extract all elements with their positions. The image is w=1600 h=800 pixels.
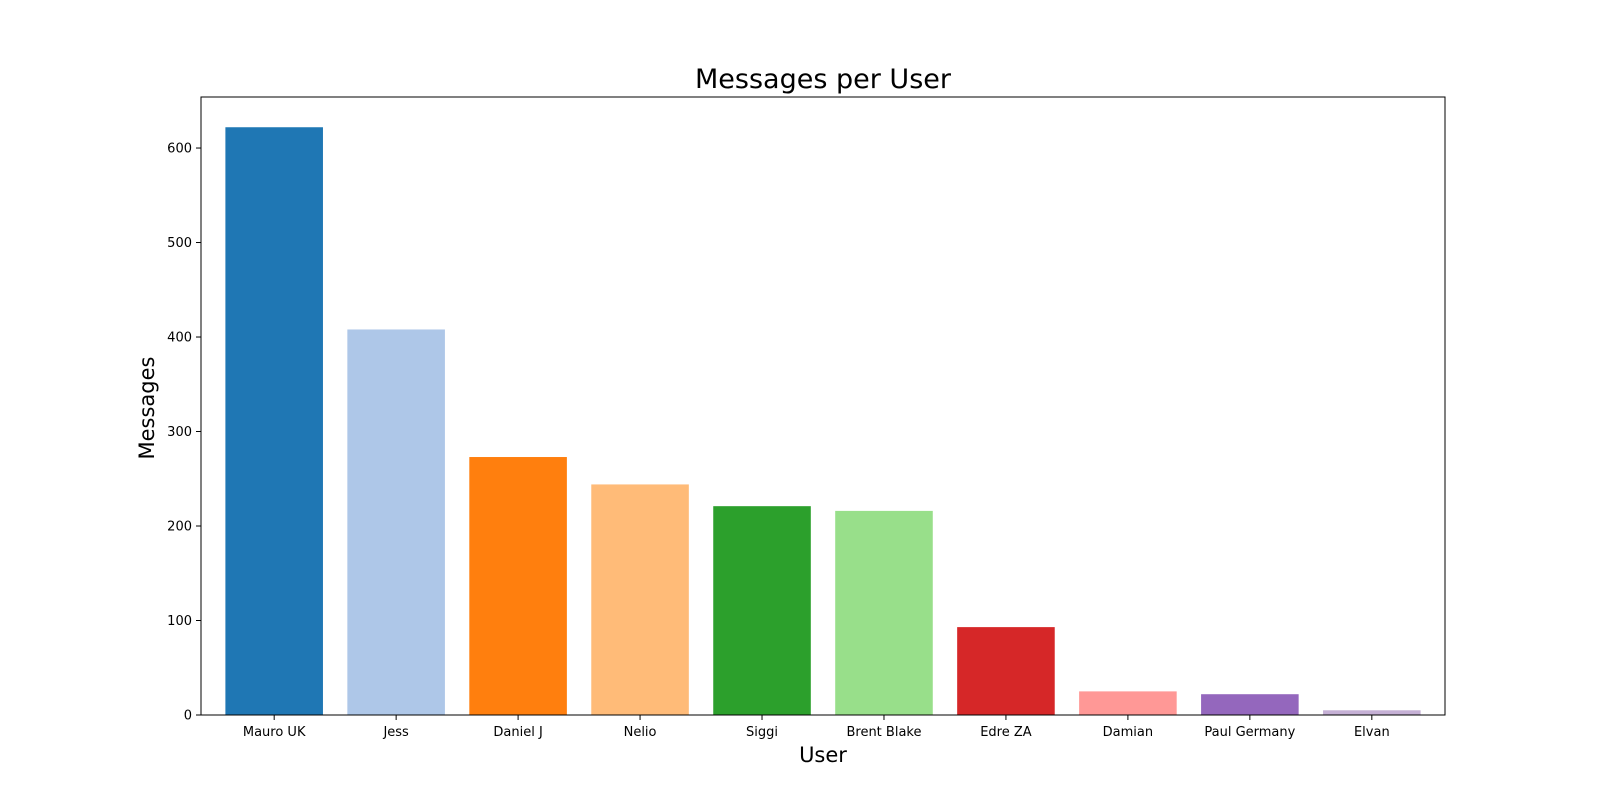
x-tick-label: Siggi [746, 725, 778, 740]
x-tick-label: Elvan [1354, 725, 1390, 740]
y-axis-ticks: 0 100 200 300 400 500 600 [167, 142, 201, 724]
x-axis-title: User [799, 743, 847, 767]
x-tick-label: Brent Blake [846, 725, 921, 740]
x-tick-label: Edre ZA [980, 725, 1032, 740]
x-tick-label: Paul Germany [1204, 725, 1295, 740]
y-tick-label: 400 [167, 331, 192, 346]
x-axis-ticks: Mauro UK Jess Daniel J Nelio Siggi Brent Blak… [243, 715, 1390, 740]
x-tick-label: Mauro UK [243, 725, 306, 740]
bar-edre-za [957, 627, 1055, 715]
bar-damian [1079, 691, 1177, 715]
plot-frame [200, 96, 1446, 716]
x-tick-label: Damian [1103, 725, 1153, 740]
bar-mauro-uk [225, 127, 323, 716]
bar-brent-blake [835, 510, 933, 715]
bar-jess [347, 329, 445, 715]
x-tick-label: Nelio [624, 725, 657, 740]
bar-daniel-j [469, 457, 567, 715]
bar-elvan [1323, 710, 1421, 715]
bar-siggi [713, 506, 811, 715]
y-tick-label: 300 [167, 425, 192, 440]
bar-nelio [591, 484, 689, 715]
y-tick-label: 200 [167, 520, 192, 535]
bar-paul-germany [1201, 694, 1299, 715]
y-tick-label: 0 [184, 709, 192, 724]
x-tick-label: Daniel J [493, 725, 542, 740]
chart-title: Messages per User [695, 64, 952, 95]
y-axis-title: Messages [135, 357, 159, 460]
bars-group [225, 127, 1421, 716]
y-tick-label: 600 [167, 142, 192, 157]
y-tick-label: 100 [167, 614, 192, 629]
x-tick-label: Jess [382, 725, 409, 740]
y-tick-label: 500 [167, 236, 192, 251]
